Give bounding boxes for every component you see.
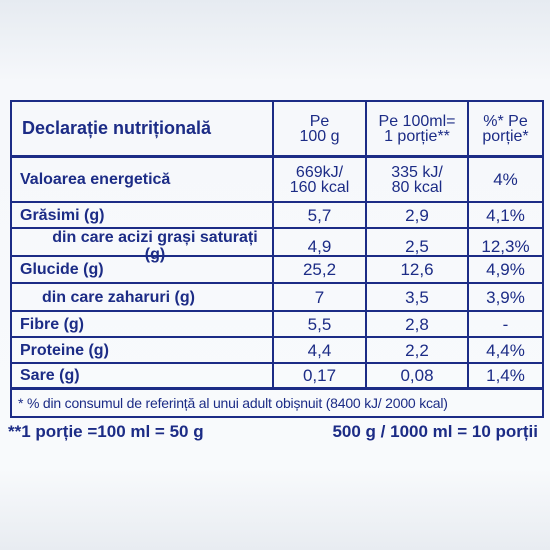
table-title: Declarație nutrițională bbox=[12, 102, 274, 155]
col-header-per-100ml: Pe 100ml= 1 porție** bbox=[367, 102, 469, 155]
value-line: 80 kcal bbox=[391, 178, 443, 196]
reference-footnote: * % din consumul de referință al unui ad… bbox=[18, 395, 448, 411]
package-portions: 500 g / 1000 ml = 10 porții bbox=[332, 422, 538, 441]
value-percent: 4% bbox=[493, 170, 518, 189]
col-header-line: porție* bbox=[482, 127, 529, 145]
value-percent: 4,1% bbox=[486, 205, 525, 225]
value-per-100ml: 335 kJ/ 80 kcal bbox=[367, 158, 469, 201]
col-header-per-100g: Pe 100 g bbox=[274, 102, 367, 155]
value-per-100g: 4,9 bbox=[274, 229, 367, 263]
col-header-percent: %* Pe porție* bbox=[469, 102, 542, 155]
table-row-salt: Sare (g) 0,17 0,08 1,4% bbox=[12, 364, 542, 390]
table-row-fat: Grăsimi (g) 5,7 2,9 4,1% bbox=[12, 203, 542, 229]
col-header-line: 100 g bbox=[299, 127, 340, 145]
col-header-line: Pe bbox=[309, 112, 330, 130]
value-line: 335 kJ/ bbox=[391, 163, 443, 181]
row-label: din care acizi grași saturați (g) bbox=[12, 229, 274, 263]
row-label: Proteine (g) bbox=[12, 338, 274, 362]
value-percent: 4,9% bbox=[486, 260, 525, 279]
row-label: Valoarea energetică bbox=[12, 158, 274, 201]
table-row-sugars: din care zaharuri (g) 7 3,5 3,9% bbox=[12, 284, 542, 312]
value-per-100g: 5,7 bbox=[274, 203, 367, 227]
row-label: din care zaharuri (g) bbox=[12, 284, 274, 310]
value-per-100ml: 2,2 bbox=[367, 338, 469, 362]
value-per-100g: 4,4 bbox=[274, 338, 367, 362]
col-header-line: Pe 100ml= bbox=[378, 112, 456, 130]
portion-size: **1 porție =100 ml = 50 g bbox=[8, 422, 204, 441]
value-per-100ml: 0,08 bbox=[367, 364, 469, 387]
row-label: Sare (g) bbox=[12, 364, 274, 387]
value-per-100g: 0,17 bbox=[274, 364, 367, 387]
table-header-row: Declarație nutrițională Pe 100 g Pe 100m… bbox=[12, 102, 542, 158]
col-header-line: 1 porție** bbox=[384, 127, 450, 145]
value-line: 160 kcal bbox=[289, 178, 350, 196]
table-row-energy: Valoarea energetică 669kJ/ 160 kcal 335 … bbox=[12, 158, 542, 203]
value-per-100ml: 2,9 bbox=[367, 203, 469, 227]
value-per-100ml: 12,6 bbox=[367, 257, 469, 282]
row-label: Fibre (g) bbox=[12, 312, 274, 336]
portion-info: **1 porție =100 ml = 50 g 500 g / 1000 m… bbox=[8, 422, 538, 442]
value-percent: - bbox=[502, 314, 509, 334]
value-per-100g: 669kJ/ 160 kcal bbox=[274, 158, 367, 201]
value-percent: 4,4% bbox=[486, 340, 525, 360]
table-row-fibre: Fibre (g) 5,5 2,8 - bbox=[12, 312, 542, 338]
value-percent: 1,4% bbox=[486, 366, 525, 385]
value-per-100g: 7 bbox=[274, 284, 367, 310]
value-per-100ml: 2,5 bbox=[367, 229, 469, 263]
value-percent: 3,9% bbox=[486, 287, 525, 307]
table-row-protein: Proteine (g) 4,4 2,2 4,4% bbox=[12, 338, 542, 364]
table-row-saturated-fat: din care acizi grași saturați (g) 4,9 2,… bbox=[12, 229, 542, 263]
value-per-100g: 25,2 bbox=[274, 257, 367, 282]
value-percent: 12,3% bbox=[481, 236, 530, 256]
row-label: Grăsimi (g) bbox=[12, 203, 274, 227]
col-header-line: %* Pe bbox=[483, 112, 528, 130]
table-row-carbohydrates: Glucide (g) 25,2 12,6 4,9% bbox=[12, 257, 542, 284]
value-per-100ml: 3,5 bbox=[367, 284, 469, 310]
value-per-100ml: 2,8 bbox=[367, 312, 469, 336]
value-line: 669kJ/ bbox=[295, 163, 344, 181]
value-per-100g: 5,5 bbox=[274, 312, 367, 336]
row-label: Glucide (g) bbox=[12, 257, 274, 282]
nutrition-table: Declarație nutrițională Pe 100 g Pe 100m… bbox=[10, 100, 544, 418]
